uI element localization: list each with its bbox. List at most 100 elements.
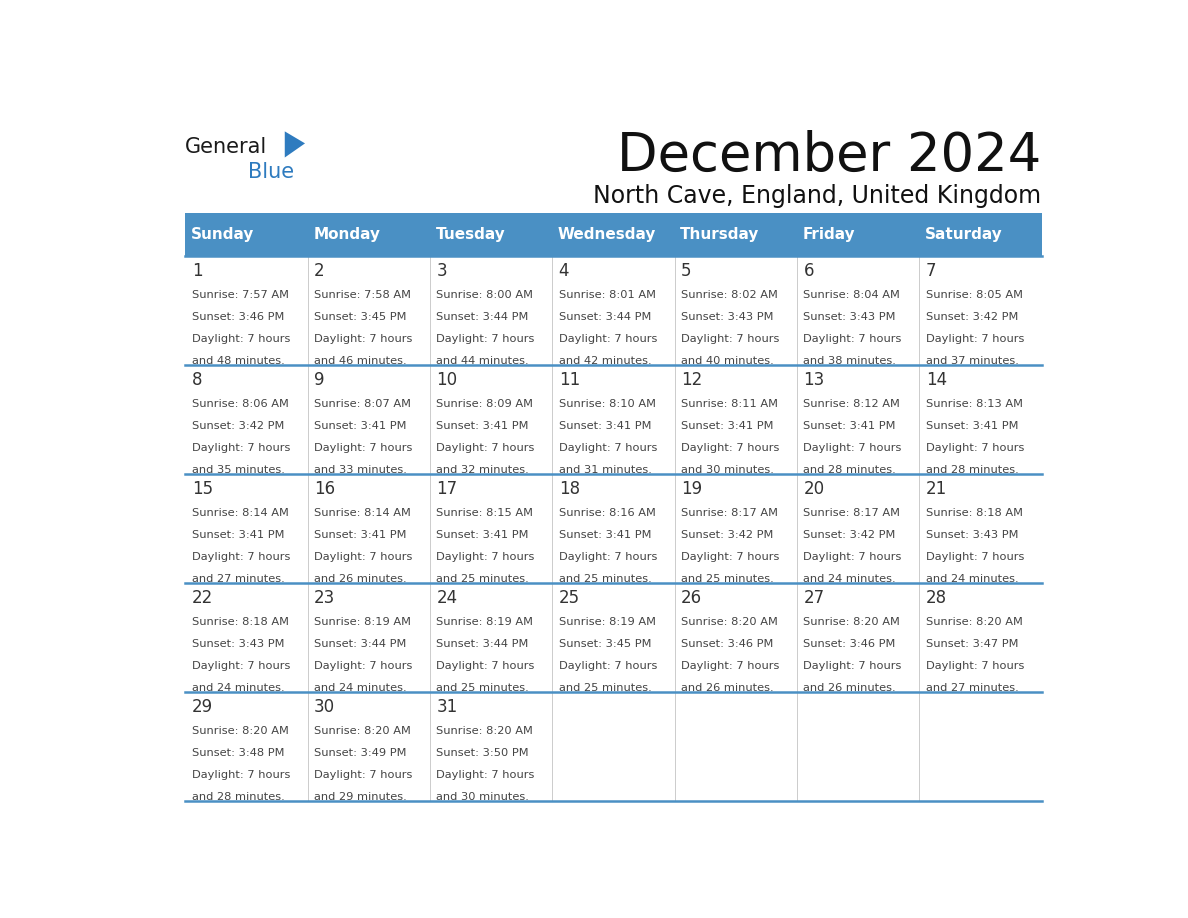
Text: and 25 minutes.: and 25 minutes.	[558, 683, 651, 693]
Text: Sunset: 3:41 PM: Sunset: 3:41 PM	[558, 531, 651, 541]
Text: General: General	[185, 137, 267, 157]
Text: Sunset: 3:41 PM: Sunset: 3:41 PM	[436, 421, 529, 431]
Text: Sunrise: 8:14 AM: Sunrise: 8:14 AM	[314, 509, 411, 519]
Text: Daylight: 7 hours: Daylight: 7 hours	[803, 443, 902, 453]
Text: and 38 minutes.: and 38 minutes.	[803, 356, 896, 366]
FancyBboxPatch shape	[185, 475, 1042, 584]
Text: Sunrise: 8:04 AM: Sunrise: 8:04 AM	[803, 290, 901, 300]
Text: 6: 6	[803, 263, 814, 280]
Text: Daylight: 7 hours: Daylight: 7 hours	[436, 443, 535, 453]
Text: 7: 7	[925, 263, 936, 280]
Text: Daylight: 7 hours: Daylight: 7 hours	[436, 553, 535, 562]
Text: Sunrise: 8:18 AM: Sunrise: 8:18 AM	[925, 509, 1023, 519]
Text: and 44 minutes.: and 44 minutes.	[436, 356, 529, 366]
Text: and 46 minutes.: and 46 minutes.	[314, 356, 406, 366]
Text: Sunrise: 8:11 AM: Sunrise: 8:11 AM	[681, 399, 778, 409]
Text: Sunrise: 8:09 AM: Sunrise: 8:09 AM	[436, 399, 533, 409]
Text: Sunset: 3:41 PM: Sunset: 3:41 PM	[925, 421, 1018, 431]
Text: Sunset: 3:44 PM: Sunset: 3:44 PM	[436, 639, 529, 649]
Text: and 26 minutes.: and 26 minutes.	[681, 683, 773, 693]
Text: Blue: Blue	[248, 162, 295, 183]
Text: and 25 minutes.: and 25 minutes.	[436, 574, 529, 584]
Text: Sunset: 3:45 PM: Sunset: 3:45 PM	[314, 312, 406, 322]
Text: Sunset: 3:46 PM: Sunset: 3:46 PM	[191, 312, 284, 322]
Text: and 29 minutes.: and 29 minutes.	[314, 792, 406, 802]
Text: 28: 28	[925, 589, 947, 607]
Text: 31: 31	[436, 698, 457, 716]
Text: Daylight: 7 hours: Daylight: 7 hours	[803, 661, 902, 671]
FancyBboxPatch shape	[185, 213, 1042, 256]
Text: and 24 minutes.: and 24 minutes.	[314, 683, 406, 693]
Text: 25: 25	[558, 589, 580, 607]
Text: 21: 21	[925, 480, 947, 498]
Text: Sunset: 3:45 PM: Sunset: 3:45 PM	[558, 639, 651, 649]
Text: Daylight: 7 hours: Daylight: 7 hours	[681, 553, 779, 562]
Text: Sunrise: 8:00 AM: Sunrise: 8:00 AM	[436, 290, 533, 300]
Text: Daylight: 7 hours: Daylight: 7 hours	[558, 553, 657, 562]
Text: Sunrise: 8:12 AM: Sunrise: 8:12 AM	[803, 399, 901, 409]
Text: North Cave, England, United Kingdom: North Cave, England, United Kingdom	[594, 185, 1042, 208]
Text: Sunset: 3:46 PM: Sunset: 3:46 PM	[803, 639, 896, 649]
Text: 4: 4	[558, 263, 569, 280]
Text: Sunset: 3:42 PM: Sunset: 3:42 PM	[803, 531, 896, 541]
Text: 29: 29	[191, 698, 213, 716]
Text: Sunset: 3:41 PM: Sunset: 3:41 PM	[558, 421, 651, 431]
Text: and 37 minutes.: and 37 minutes.	[925, 356, 1018, 366]
Text: 22: 22	[191, 589, 213, 607]
Text: Daylight: 7 hours: Daylight: 7 hours	[925, 553, 1024, 562]
Text: Daylight: 7 hours: Daylight: 7 hours	[558, 334, 657, 344]
Text: 10: 10	[436, 371, 457, 389]
Text: Sunrise: 8:17 AM: Sunrise: 8:17 AM	[681, 509, 778, 519]
Text: Daylight: 7 hours: Daylight: 7 hours	[191, 553, 290, 562]
Text: and 42 minutes.: and 42 minutes.	[558, 356, 651, 366]
Text: Sunset: 3:44 PM: Sunset: 3:44 PM	[558, 312, 651, 322]
Text: Sunset: 3:42 PM: Sunset: 3:42 PM	[681, 531, 773, 541]
Text: 26: 26	[681, 589, 702, 607]
Text: and 26 minutes.: and 26 minutes.	[314, 574, 406, 584]
Text: Sunset: 3:43 PM: Sunset: 3:43 PM	[191, 639, 284, 649]
Text: Saturday: Saturday	[924, 227, 1003, 242]
Text: Sunrise: 8:19 AM: Sunrise: 8:19 AM	[436, 618, 533, 627]
Text: and 31 minutes.: and 31 minutes.	[558, 465, 651, 476]
Text: Sunset: 3:41 PM: Sunset: 3:41 PM	[436, 531, 529, 541]
Text: 23: 23	[314, 589, 335, 607]
Text: Daylight: 7 hours: Daylight: 7 hours	[558, 661, 657, 671]
Text: Daylight: 7 hours: Daylight: 7 hours	[925, 661, 1024, 671]
Text: Daylight: 7 hours: Daylight: 7 hours	[803, 553, 902, 562]
FancyBboxPatch shape	[185, 692, 1042, 801]
Text: Sunrise: 8:20 AM: Sunrise: 8:20 AM	[681, 618, 778, 627]
Text: Sunrise: 8:15 AM: Sunrise: 8:15 AM	[436, 509, 533, 519]
Text: and 25 minutes.: and 25 minutes.	[558, 574, 651, 584]
Text: Daylight: 7 hours: Daylight: 7 hours	[803, 334, 902, 344]
Text: and 25 minutes.: and 25 minutes.	[681, 574, 773, 584]
Text: Daylight: 7 hours: Daylight: 7 hours	[436, 334, 535, 344]
Text: Wednesday: Wednesday	[558, 227, 656, 242]
Text: December 2024: December 2024	[618, 130, 1042, 182]
Text: 12: 12	[681, 371, 702, 389]
Text: Sunrise: 8:19 AM: Sunrise: 8:19 AM	[558, 618, 656, 627]
Text: 30: 30	[314, 698, 335, 716]
Text: Daylight: 7 hours: Daylight: 7 hours	[925, 334, 1024, 344]
Text: Tuesday: Tuesday	[436, 227, 505, 242]
Text: Sunrise: 8:13 AM: Sunrise: 8:13 AM	[925, 399, 1023, 409]
Text: Daylight: 7 hours: Daylight: 7 hours	[314, 334, 412, 344]
Text: Sunset: 3:41 PM: Sunset: 3:41 PM	[191, 531, 284, 541]
Text: and 28 minutes.: and 28 minutes.	[925, 465, 1018, 476]
Text: 27: 27	[803, 589, 824, 607]
Text: 9: 9	[314, 371, 324, 389]
Text: Daylight: 7 hours: Daylight: 7 hours	[681, 334, 779, 344]
Text: Daylight: 7 hours: Daylight: 7 hours	[191, 661, 290, 671]
Text: 18: 18	[558, 480, 580, 498]
Text: Daylight: 7 hours: Daylight: 7 hours	[681, 443, 779, 453]
Text: Daylight: 7 hours: Daylight: 7 hours	[191, 443, 290, 453]
Text: Sunrise: 7:58 AM: Sunrise: 7:58 AM	[314, 290, 411, 300]
Text: Friday: Friday	[802, 227, 855, 242]
Text: Sunrise: 8:14 AM: Sunrise: 8:14 AM	[191, 509, 289, 519]
Text: Sunrise: 8:20 AM: Sunrise: 8:20 AM	[436, 726, 533, 736]
Text: Daylight: 7 hours: Daylight: 7 hours	[436, 661, 535, 671]
Text: Sunrise: 8:02 AM: Sunrise: 8:02 AM	[681, 290, 778, 300]
Text: 11: 11	[558, 371, 580, 389]
Text: and 28 minutes.: and 28 minutes.	[803, 465, 896, 476]
Text: Sunset: 3:46 PM: Sunset: 3:46 PM	[681, 639, 773, 649]
Text: Sunrise: 8:19 AM: Sunrise: 8:19 AM	[314, 618, 411, 627]
